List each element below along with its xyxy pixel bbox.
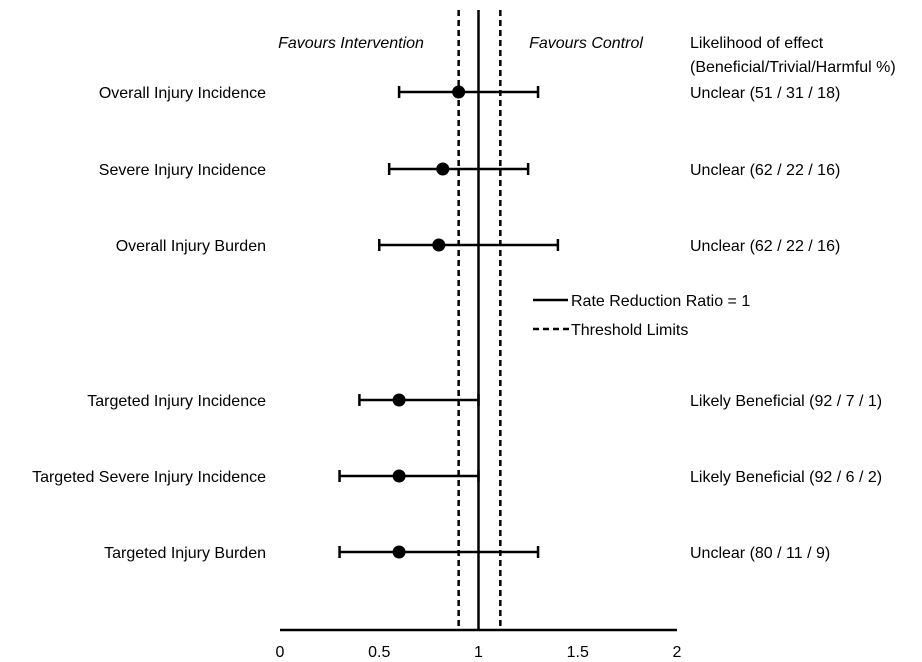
legend: Rate Reduction Ratio = 1 Threshold Limit… — [533, 293, 750, 339]
favours-control-label: Favours Control — [529, 35, 643, 52]
point-estimate — [392, 469, 406, 483]
row-label: Targeted Injury Incidence — [87, 393, 266, 410]
row-label: Severe Injury Incidence — [99, 162, 266, 179]
likelihood-label: Likely Beneficial (92 / 7 / 1) — [690, 393, 882, 410]
likelihood-header-line2: (Beneficial/Trivial/Harmful %) — [690, 59, 896, 76]
forest-row: Overall Injury Incidence Unclear (51 / 31… — [99, 85, 840, 102]
likelihood-label: Unclear (51 / 31 / 18) — [690, 85, 840, 102]
forest-row: Targeted Injury Burden Unclear (80 / 11 /… — [104, 545, 830, 562]
point-estimate — [392, 545, 406, 559]
forest-rows: Overall Injury Incidence Unclear (51 / 31… — [32, 85, 882, 562]
forest-row: Targeted Injury Incidence Likely Benefici… — [87, 393, 882, 410]
legend-reference-label: Rate Reduction Ratio = 1 — [571, 293, 750, 310]
x-tick-label: 0 — [276, 644, 285, 661]
point-estimate — [392, 393, 406, 407]
reference-lines — [457, 10, 502, 630]
likelihood-label: Likely Beneficial (92 / 6 / 2) — [690, 469, 882, 486]
point-estimate — [432, 238, 446, 252]
x-tick-label: 1.5 — [567, 644, 589, 661]
x-axis-ticks: 0 0.5 1 1.5 2 — [276, 644, 682, 661]
row-label: Overall Injury Burden — [116, 238, 266, 255]
row-label: Targeted Severe Injury Incidence — [32, 469, 266, 486]
forest-row: Overall Injury Burden Unclear (62 / 22 / … — [116, 238, 841, 255]
likelihood-label: Unclear (62 / 22 / 16) — [690, 162, 840, 179]
x-tick-label: 2 — [673, 644, 682, 661]
x-tick-label: 0.5 — [368, 644, 390, 661]
forest-row: Targeted Severe Injury Incidence Likely B… — [32, 469, 882, 486]
point-estimate — [436, 162, 450, 176]
likelihood-label: Unclear (80 / 11 / 9) — [690, 545, 830, 562]
row-label: Overall Injury Incidence — [99, 85, 266, 102]
likelihood-label: Unclear (62 / 22 / 16) — [690, 238, 840, 255]
likelihood-header-line1: Likelihood of effect — [690, 35, 824, 52]
forest-row: Severe Injury Incidence Unclear (62 / 22 … — [99, 162, 841, 179]
x-tick-label: 1 — [474, 644, 483, 661]
legend-threshold-label: Threshold Limits — [571, 322, 688, 339]
point-estimate — [452, 85, 466, 99]
favours-intervention-label: Favours Intervention — [278, 35, 424, 52]
row-label: Targeted Injury Burden — [104, 545, 266, 562]
